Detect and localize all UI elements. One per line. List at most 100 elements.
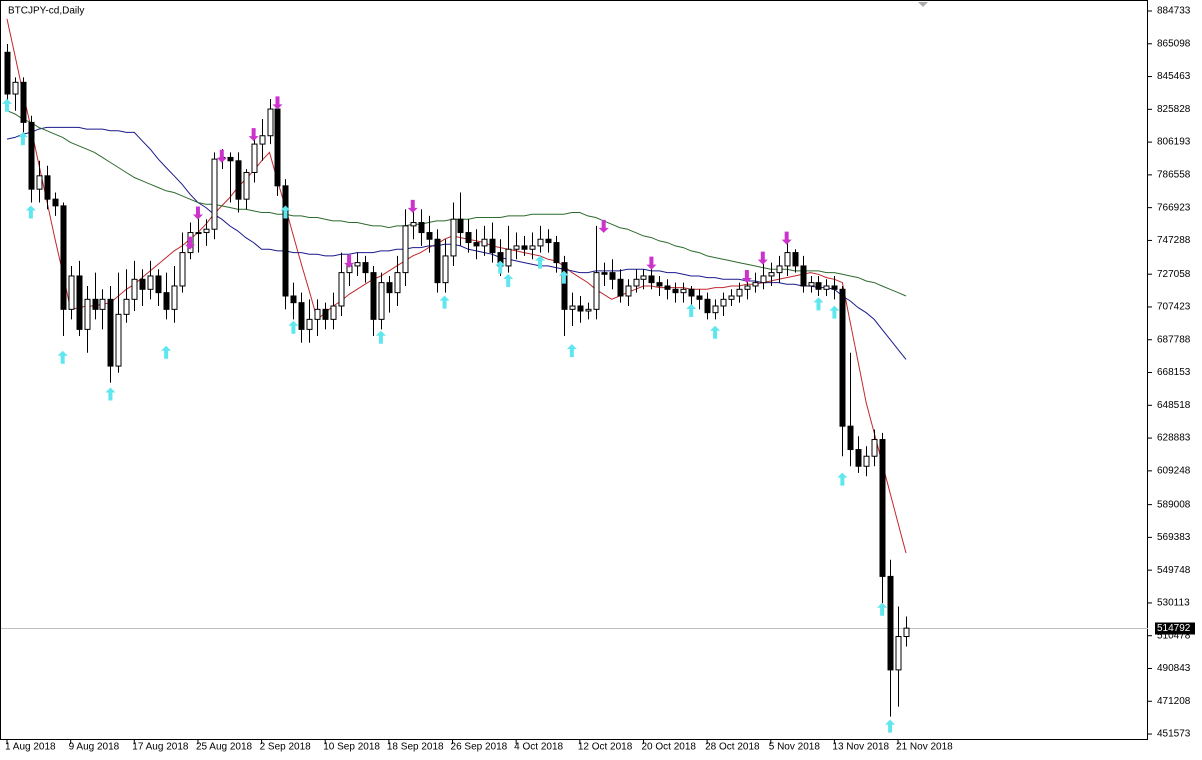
candle-body <box>585 308 592 312</box>
candle-body <box>338 272 345 307</box>
plot-frame <box>0 0 1148 740</box>
candle-body <box>871 439 878 457</box>
candle-body <box>68 275 75 310</box>
candle-body <box>720 298 727 307</box>
candle-body <box>418 222 425 234</box>
buy-arrow <box>813 297 824 311</box>
buy-arrow <box>280 205 291 219</box>
candle-body <box>370 272 377 320</box>
candle-body <box>442 255 449 284</box>
x-tick-label: 12 Oct 2018 <box>578 742 633 753</box>
candle-body <box>457 218 464 234</box>
x-tick-label: 5 Nov 2018 <box>769 742 821 753</box>
candle-body <box>648 275 655 284</box>
buy-arrow <box>161 345 172 359</box>
candle-body <box>672 288 679 294</box>
candle-body <box>171 285 178 310</box>
y-tick-label: 687788 <box>1157 334 1191 345</box>
buy-arrow <box>566 344 577 358</box>
x-tick-label: 26 Sep 2018 <box>451 742 508 753</box>
buy-arrow <box>375 330 386 344</box>
candle-body <box>330 305 337 320</box>
sell-arrow <box>216 149 227 163</box>
candle-body <box>36 175 43 190</box>
x-tick-label: 2 Sep 2018 <box>260 742 312 753</box>
candle-body <box>378 282 385 320</box>
candle-body <box>402 225 409 274</box>
candle-body <box>123 298 130 315</box>
x-tick-label: 25 Aug 2018 <box>196 742 253 753</box>
candle-body <box>625 285 632 297</box>
sell-arrow <box>781 231 792 245</box>
buy-arrow <box>25 205 36 219</box>
candle-body <box>736 288 743 297</box>
candle-body <box>274 108 281 187</box>
candle-body <box>879 439 886 577</box>
buy-arrow <box>105 387 116 401</box>
y-tick-label: 609248 <box>1157 465 1191 476</box>
buy-arrow <box>2 98 12 112</box>
buy-arrow <box>877 602 888 616</box>
candle-body <box>52 198 59 207</box>
candle-body <box>760 275 767 284</box>
y-tick-label: 490843 <box>1157 663 1191 674</box>
buy-arrow <box>686 304 697 318</box>
candle-body <box>362 262 369 274</box>
candle-body <box>831 285 838 290</box>
candle-body <box>577 305 584 312</box>
candle-body <box>808 282 815 287</box>
candle-body <box>147 275 154 290</box>
sell-arrow <box>248 128 259 142</box>
buy-arrow <box>288 320 299 334</box>
candle-body <box>800 265 807 287</box>
candle-body <box>92 298 99 310</box>
y-tick-label: 884733 <box>1157 6 1191 17</box>
candle-body <box>545 238 552 244</box>
candle-body <box>76 275 83 330</box>
candle-body <box>314 308 321 320</box>
candle-body <box>617 278 624 297</box>
y-tick-label: 845463 <box>1157 71 1191 82</box>
candle-body <box>489 238 496 254</box>
buy-arrow <box>535 255 546 269</box>
candle-body <box>203 228 210 234</box>
candle-body <box>99 298 106 310</box>
y-tick-label: 471208 <box>1157 696 1191 707</box>
candle-body <box>847 425 854 451</box>
buy-arrow <box>558 270 569 284</box>
y-tick-label: 806193 <box>1157 137 1191 148</box>
candle-body <box>752 282 759 287</box>
candle-body <box>450 218 457 257</box>
y-tick-label: 865098 <box>1157 38 1191 49</box>
y-tick-label: 786558 <box>1157 170 1191 181</box>
current-price-box <box>1155 622 1195 635</box>
y-tick-label: 530113 <box>1157 598 1190 609</box>
candle-body <box>259 135 266 145</box>
y-tick-label: 825828 <box>1157 104 1191 115</box>
candle-body <box>28 121 35 190</box>
chart-title: BTCJPY-cd,Daily <box>8 6 84 17</box>
candle-body <box>298 302 305 330</box>
candle-body <box>426 232 433 240</box>
buy-arrow <box>495 260 506 274</box>
candle-body <box>792 252 799 267</box>
y-tick-label: 727058 <box>1157 269 1191 280</box>
candle-body <box>823 285 830 290</box>
candle-body <box>887 575 894 671</box>
buy-arrow <box>17 132 28 146</box>
candle-body <box>561 262 568 310</box>
candle-body <box>243 171 250 200</box>
candle-body <box>688 288 695 297</box>
x-tick-label: 17 Aug 2018 <box>132 742 189 753</box>
y-tick-label: 549748 <box>1157 565 1191 576</box>
sell-arrow <box>757 251 768 265</box>
candle-body <box>696 295 703 300</box>
candle-body <box>410 222 417 227</box>
y-tick-label: 707423 <box>1157 302 1191 313</box>
candle-body <box>4 51 11 95</box>
sell-arrow <box>407 199 418 213</box>
candle-body <box>386 282 393 294</box>
candle-body <box>768 272 775 277</box>
y-tick-label: 589008 <box>1157 499 1191 510</box>
